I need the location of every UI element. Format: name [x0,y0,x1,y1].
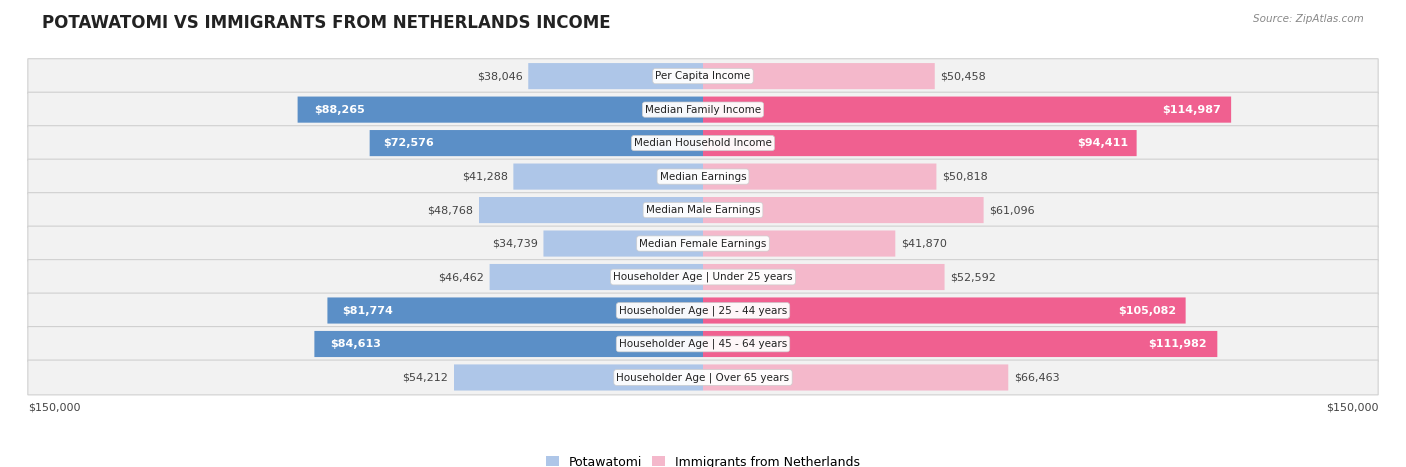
FancyBboxPatch shape [298,97,703,123]
Text: $105,082: $105,082 [1118,305,1175,316]
Text: $94,411: $94,411 [1077,138,1128,148]
Text: $41,870: $41,870 [901,239,946,248]
Text: $41,288: $41,288 [461,171,508,182]
Text: $50,458: $50,458 [941,71,986,81]
Text: $114,987: $114,987 [1161,105,1220,114]
Text: $84,613: $84,613 [330,339,381,349]
Text: Median Male Earnings: Median Male Earnings [645,205,761,215]
Text: $111,982: $111,982 [1149,339,1206,349]
Text: $66,463: $66,463 [1014,373,1059,382]
Legend: Potawatomi, Immigrants from Netherlands: Potawatomi, Immigrants from Netherlands [547,456,859,467]
FancyBboxPatch shape [703,197,984,223]
Text: $81,774: $81,774 [343,305,394,316]
FancyBboxPatch shape [489,264,703,290]
FancyBboxPatch shape [370,130,703,156]
FancyBboxPatch shape [703,231,896,256]
Text: $46,462: $46,462 [439,272,484,282]
Text: $150,000: $150,000 [1326,403,1378,412]
FancyBboxPatch shape [28,59,1378,93]
Text: Householder Age | 45 - 64 years: Householder Age | 45 - 64 years [619,339,787,349]
Text: Householder Age | 25 - 44 years: Householder Age | 25 - 44 years [619,305,787,316]
Text: $72,576: $72,576 [382,138,433,148]
FancyBboxPatch shape [454,364,703,390]
FancyBboxPatch shape [529,63,703,89]
FancyBboxPatch shape [703,163,936,190]
Text: $38,046: $38,046 [477,71,523,81]
Text: $52,592: $52,592 [950,272,995,282]
FancyBboxPatch shape [703,130,1136,156]
Text: $88,265: $88,265 [314,105,364,114]
Text: $50,818: $50,818 [942,171,987,182]
FancyBboxPatch shape [315,331,703,357]
Text: POTAWATOMI VS IMMIGRANTS FROM NETHERLANDS INCOME: POTAWATOMI VS IMMIGRANTS FROM NETHERLAND… [42,14,610,32]
FancyBboxPatch shape [703,264,945,290]
FancyBboxPatch shape [28,326,1378,361]
FancyBboxPatch shape [544,231,703,256]
Text: $54,212: $54,212 [402,373,449,382]
Text: Householder Age | Over 65 years: Householder Age | Over 65 years [616,372,790,383]
Text: Per Capita Income: Per Capita Income [655,71,751,81]
FancyBboxPatch shape [703,97,1232,123]
Text: $48,768: $48,768 [427,205,474,215]
FancyBboxPatch shape [703,297,1185,324]
FancyBboxPatch shape [513,163,703,190]
FancyBboxPatch shape [479,197,703,223]
FancyBboxPatch shape [28,260,1378,294]
FancyBboxPatch shape [328,297,703,324]
Text: Householder Age | Under 25 years: Householder Age | Under 25 years [613,272,793,282]
Text: Median Female Earnings: Median Female Earnings [640,239,766,248]
Text: Median Household Income: Median Household Income [634,138,772,148]
FancyBboxPatch shape [28,360,1378,395]
Text: Median Family Income: Median Family Income [645,105,761,114]
Text: Source: ZipAtlas.com: Source: ZipAtlas.com [1253,14,1364,24]
FancyBboxPatch shape [28,126,1378,161]
FancyBboxPatch shape [703,331,1218,357]
FancyBboxPatch shape [703,364,1008,390]
FancyBboxPatch shape [28,293,1378,328]
Text: $34,739: $34,739 [492,239,538,248]
Text: Median Earnings: Median Earnings [659,171,747,182]
FancyBboxPatch shape [28,226,1378,261]
FancyBboxPatch shape [28,159,1378,194]
Text: $61,096: $61,096 [990,205,1035,215]
Text: $150,000: $150,000 [28,403,80,412]
FancyBboxPatch shape [28,193,1378,227]
FancyBboxPatch shape [703,63,935,89]
FancyBboxPatch shape [28,92,1378,127]
